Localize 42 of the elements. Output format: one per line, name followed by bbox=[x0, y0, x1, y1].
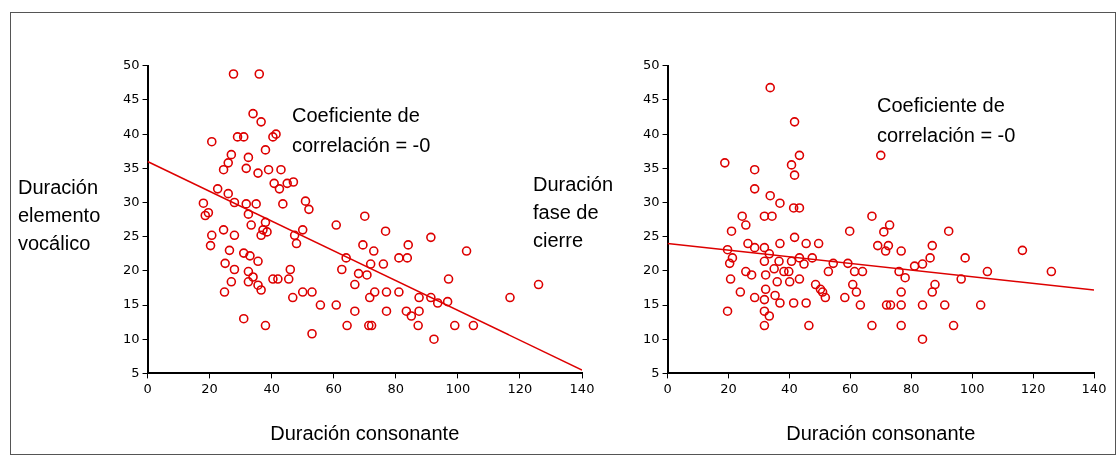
y-tick-label: 45 bbox=[643, 91, 660, 107]
y-tick-label: 40 bbox=[123, 125, 140, 141]
y-tick-label: 40 bbox=[643, 125, 660, 141]
y-tick-label: 5 bbox=[131, 364, 140, 380]
y-tick-label: 50 bbox=[643, 57, 660, 73]
x-tick-label: 120 bbox=[507, 380, 533, 396]
y-tick-label: 45 bbox=[123, 91, 140, 107]
x-tick-label: 20 bbox=[201, 380, 218, 396]
x-tick-label: 40 bbox=[781, 380, 798, 396]
y-tick-label: 20 bbox=[123, 262, 140, 278]
x-axis-title: Duración consonante bbox=[786, 421, 976, 444]
y-tick-label: 30 bbox=[123, 193, 140, 209]
x-tick-label: 40 bbox=[263, 380, 280, 396]
y-tick-label: 30 bbox=[643, 193, 660, 209]
y-tick-label: 35 bbox=[643, 159, 660, 175]
y-tick-label: 50 bbox=[123, 57, 140, 73]
y-tick-label: 15 bbox=[123, 296, 140, 312]
x-tick-label: 100 bbox=[959, 380, 985, 396]
y-tick-label: 20 bbox=[643, 262, 660, 278]
x-tick-label: 80 bbox=[387, 380, 405, 396]
x-tick-label: 60 bbox=[842, 380, 859, 396]
y-tick-label: 25 bbox=[643, 228, 660, 244]
x-tick-label: 120 bbox=[1020, 380, 1046, 396]
annotation: Coeficiente de correlación = -0 bbox=[877, 93, 1017, 148]
x-tick-label: 60 bbox=[325, 380, 343, 396]
y-axis-title: Duración fase de cierre bbox=[533, 172, 615, 253]
x-tick-label: 100 bbox=[445, 380, 471, 396]
x-tick-label: 20 bbox=[720, 380, 737, 396]
x-tick-label: 140 bbox=[569, 380, 595, 396]
y-tick-label: 15 bbox=[643, 296, 660, 312]
x-tick-label: 140 bbox=[1081, 380, 1107, 396]
y-tick-label: 5 bbox=[651, 364, 660, 380]
x-tick-label: 0 bbox=[663, 380, 672, 396]
y-tick-label: 10 bbox=[643, 330, 660, 346]
x-tick-label: 80 bbox=[902, 380, 920, 396]
y-tick-label: 35 bbox=[123, 159, 140, 175]
x-tick-label: 0 bbox=[143, 380, 152, 396]
x-axis-title: Duración consonante bbox=[270, 421, 460, 444]
y-axis-title: Duración elemento vocálico bbox=[18, 175, 102, 256]
y-tick-label: 10 bbox=[123, 330, 140, 346]
annotation: Coeficiente de correlación = -0 bbox=[292, 103, 432, 158]
y-tick-label: 25 bbox=[123, 228, 140, 244]
